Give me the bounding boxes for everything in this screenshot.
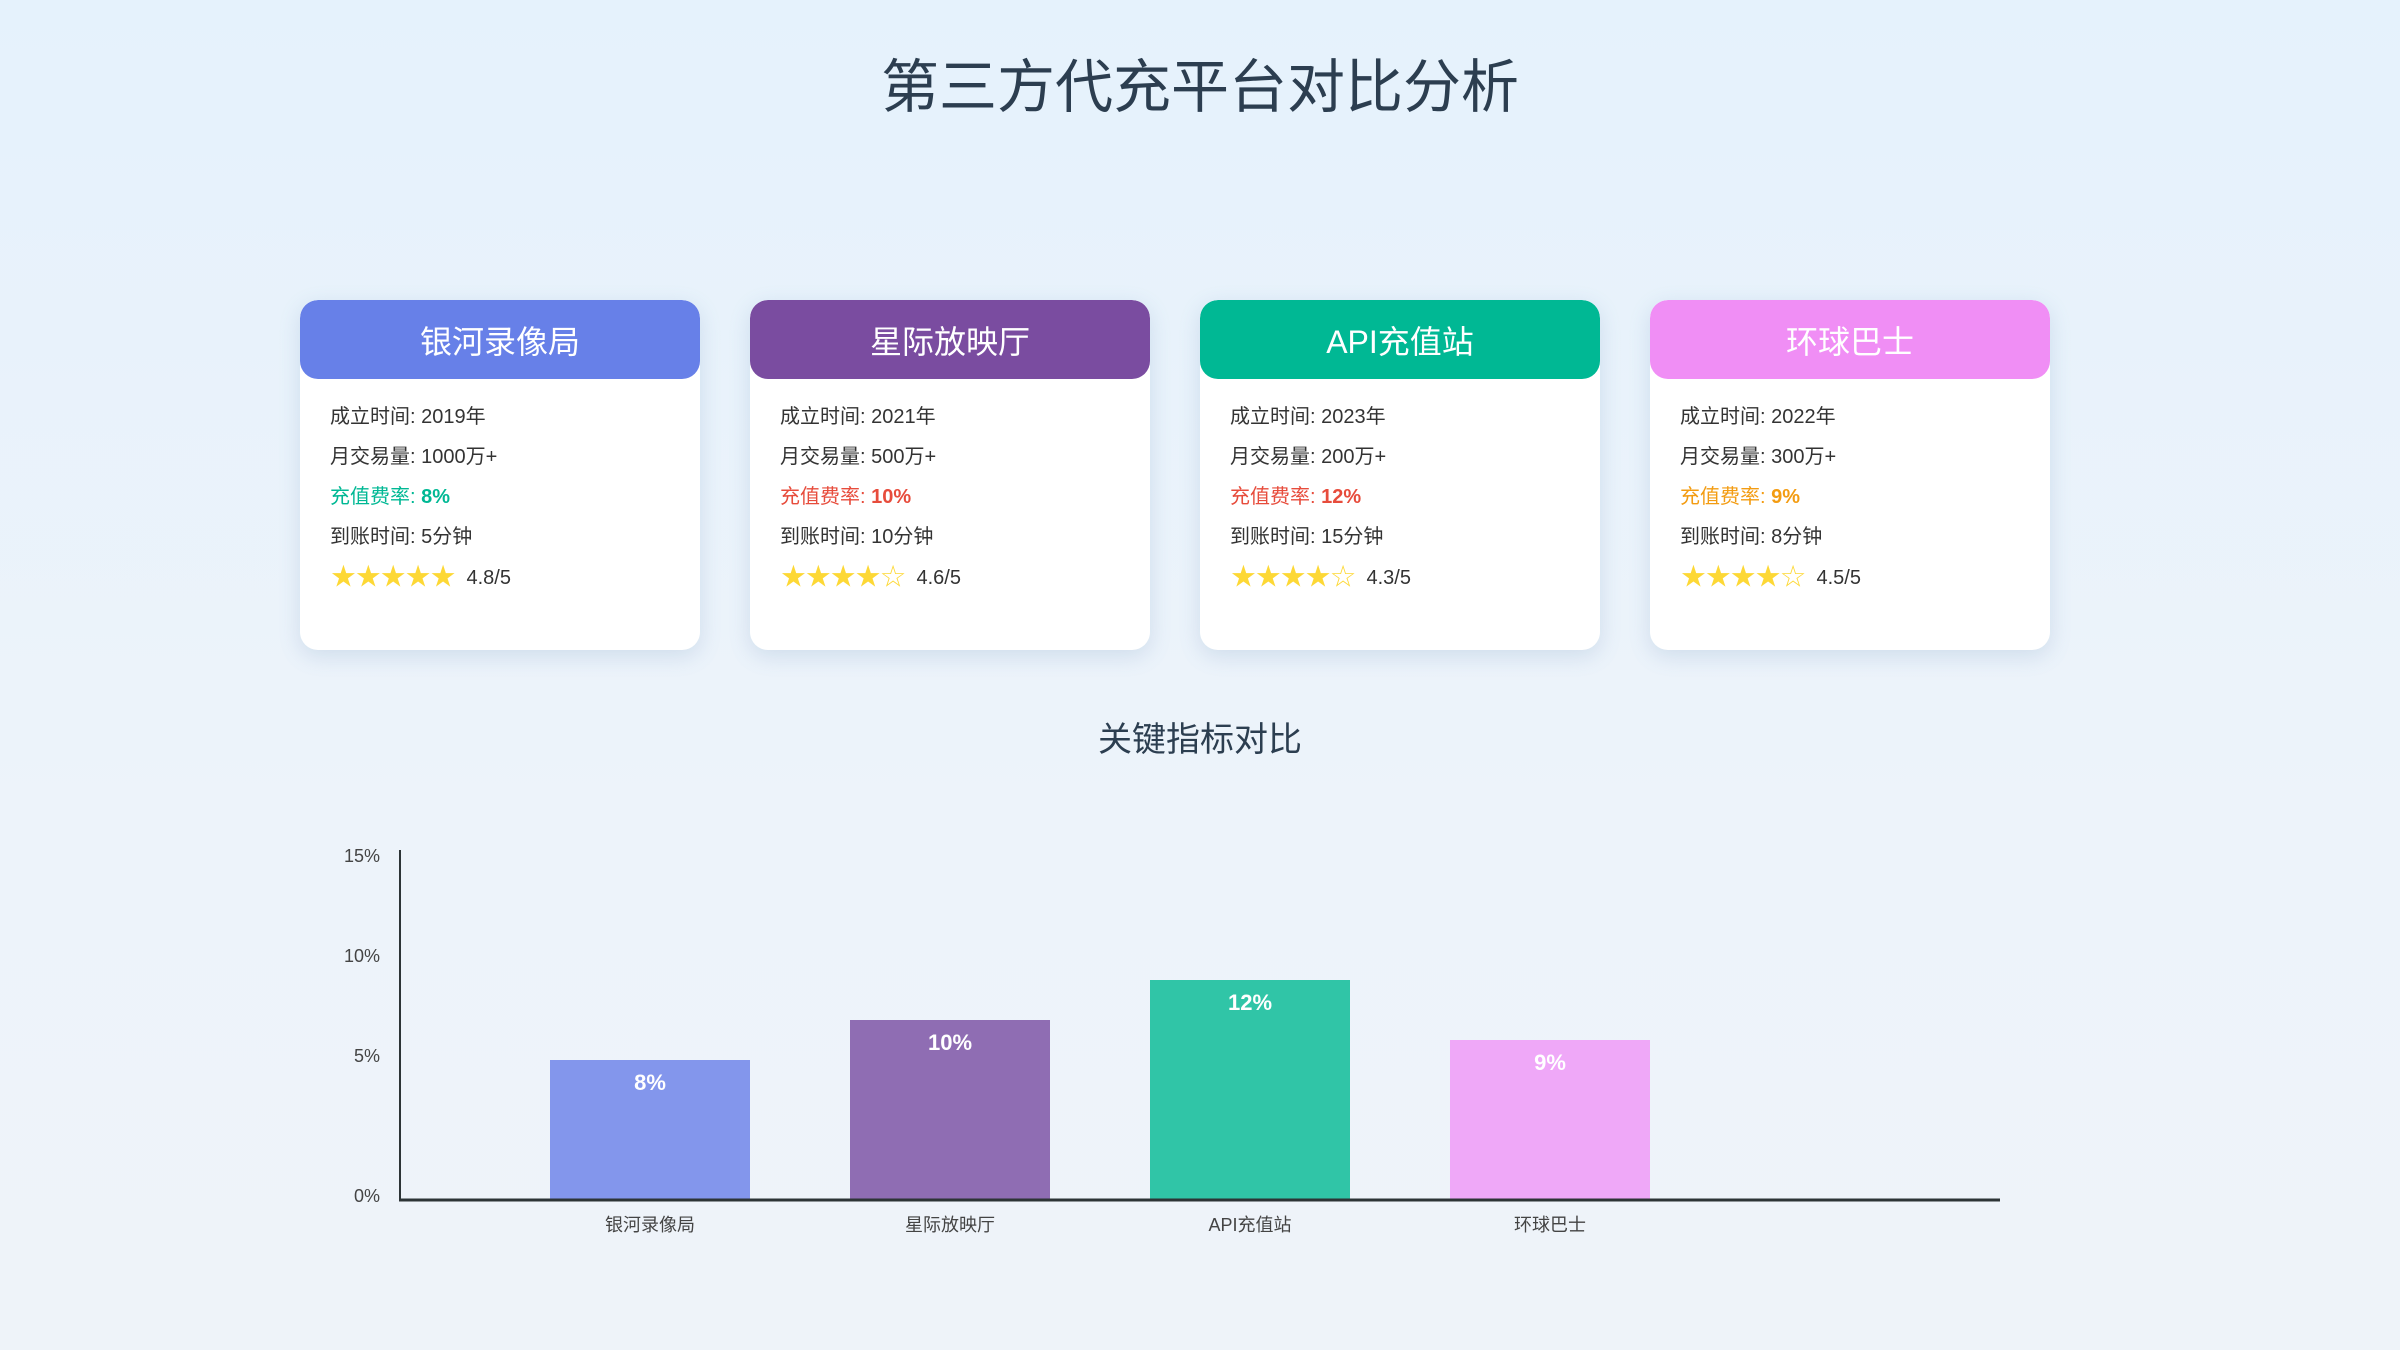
bar-data-label: 10% <box>928 1030 972 1055</box>
volume-row: 月交易量: 200万+ <box>1230 437 1570 477</box>
arrival-row: 到账时间: 10分钟 <box>780 517 1120 557</box>
rate-value: 8% <box>421 486 451 508</box>
x-tick-label: 环球巴士 <box>1514 1215 1586 1235</box>
founded-row: 成立时间: 2019年 <box>330 397 670 437</box>
founded-label: 成立时间: <box>1680 406 1772 428</box>
arrival-value: 5分钟 <box>421 526 473 548</box>
rating-score: 4.6/5 <box>916 566 961 589</box>
founded-label: 成立时间: <box>780 406 872 428</box>
rate-value: 9% <box>1771 486 1801 508</box>
bar <box>550 1060 750 1200</box>
card-header: 环球巴士 <box>1650 300 2050 379</box>
platform-name: API充值站 <box>1326 323 1474 360</box>
arrival-row: 到账时间: 5分钟 <box>330 517 670 557</box>
bar-data-label: 9% <box>1534 1050 1566 1075</box>
arrival-value: 15分钟 <box>1321 526 1384 548</box>
arrival-label: 到账时间: <box>1230 526 1322 548</box>
rate-value: 12% <box>1321 486 1362 508</box>
rate-row: 充值费率: 12% <box>1230 477 1570 517</box>
rate-row: 充值费率: 10% <box>780 477 1120 517</box>
bar <box>1450 1040 1650 1200</box>
rate-label: 充值费率: <box>1680 486 1772 508</box>
volume-value: 500万+ <box>871 446 937 468</box>
y-tick-label: 10% <box>344 946 380 966</box>
arrival-label: 到账时间: <box>780 526 872 548</box>
bar-data-label: 12% <box>1228 990 1272 1015</box>
y-tick-label: 0% <box>354 1186 380 1206</box>
rating-row: ★★★★★ 4.8/5 <box>330 557 670 597</box>
star-rating-icon: ★★★★☆ <box>1680 560 1806 594</box>
founded-value: 2019年 <box>421 406 486 428</box>
founded-value: 2023年 <box>1321 406 1386 428</box>
platform-name: 环球巴士 <box>1785 323 1914 360</box>
volume-value: 300万+ <box>1771 446 1837 468</box>
arrival-value: 10分钟 <box>871 526 934 548</box>
rate-value: 10% <box>871 486 912 508</box>
card-header: 银河录像局 <box>300 300 700 379</box>
rate-label: 充值费率: <box>1230 486 1322 508</box>
star-rating-icon: ★★★★☆ <box>1230 560 1356 594</box>
arrival-row: 到账时间: 15分钟 <box>1230 517 1570 557</box>
founded-value: 2022年 <box>1771 406 1836 428</box>
volume-label: 月交易量: <box>330 446 422 468</box>
arrival-label: 到账时间: <box>330 526 422 548</box>
rate-row: 充值费率: 9% <box>1680 477 2020 517</box>
x-tick-label: 银河录像局 <box>605 1215 695 1235</box>
volume-row: 月交易量: 1000万+ <box>330 437 670 477</box>
rate-label: 充值费率: <box>780 486 872 508</box>
page-title: 第三方代充平台对比分析 <box>880 55 1519 120</box>
rating-row: ★★★★☆ 4.5/5 <box>1680 557 2020 597</box>
founded-value: 2021年 <box>871 406 936 428</box>
volume-label: 月交易量: <box>1230 446 1322 468</box>
founded-row: 成立时间: 2022年 <box>1680 397 2020 437</box>
rating-score: 4.8/5 <box>466 566 511 589</box>
y-tick-label: 5% <box>354 1046 380 1066</box>
platform-card: API充值站 成立时间: 2023年 月交易量: 200万+ 充值费率: 12%… <box>1200 300 1600 650</box>
bar <box>850 1020 1050 1200</box>
platform-card: 银河录像局 成立时间: 2019年 月交易量: 1000万+ 充值费率: 8% … <box>300 300 700 650</box>
volume-value: 200万+ <box>1321 446 1387 468</box>
volume-value: 1000万+ <box>421 446 498 468</box>
rate-row: 充值费率: 8% <box>330 477 670 517</box>
card-header: API充值站 <box>1200 300 1600 379</box>
chart-title: 关键指标对比 <box>1098 721 1302 759</box>
rating-row: ★★★★☆ 4.6/5 <box>780 557 1120 597</box>
platform-name: 银河录像局 <box>419 323 580 360</box>
star-rating-icon: ★★★★★ <box>330 560 456 594</box>
platform-card: 环球巴士 成立时间: 2022年 月交易量: 300万+ 充值费率: 9% 到账… <box>1650 300 2050 650</box>
volume-label: 月交易量: <box>780 446 872 468</box>
x-tick-label: 星际放映厅 <box>905 1215 995 1235</box>
rate-label: 充值费率: <box>330 486 422 508</box>
founded-row: 成立时间: 2023年 <box>1230 397 1570 437</box>
founded-label: 成立时间: <box>1230 406 1322 428</box>
volume-row: 月交易量: 300万+ <box>1680 437 2020 477</box>
platform-name: 星际放映厅 <box>869 323 1030 360</box>
rating-score: 4.3/5 <box>1366 566 1411 589</box>
x-tick-label: API充值站 <box>1208 1215 1291 1235</box>
volume-row: 月交易量: 500万+ <box>780 437 1120 477</box>
arrival-row: 到账时间: 8分钟 <box>1680 517 2020 557</box>
arrival-value: 8分钟 <box>1771 526 1823 548</box>
platform-card: 星际放映厅 成立时间: 2021年 月交易量: 500万+ 充值费率: 10% … <box>750 300 1150 650</box>
star-rating-icon: ★★★★☆ <box>780 560 906 594</box>
arrival-label: 到账时间: <box>1680 526 1772 548</box>
volume-label: 月交易量: <box>1680 446 1772 468</box>
card-header: 星际放映厅 <box>750 300 1150 379</box>
founded-label: 成立时间: <box>330 406 422 428</box>
bar <box>1150 980 1350 1200</box>
founded-row: 成立时间: 2021年 <box>780 397 1120 437</box>
bar-data-label: 8% <box>634 1070 666 1095</box>
y-tick-label: 15% <box>344 846 380 866</box>
rating-score: 4.5/5 <box>1816 566 1861 589</box>
rating-row: ★★★★☆ 4.3/5 <box>1230 557 1570 597</box>
